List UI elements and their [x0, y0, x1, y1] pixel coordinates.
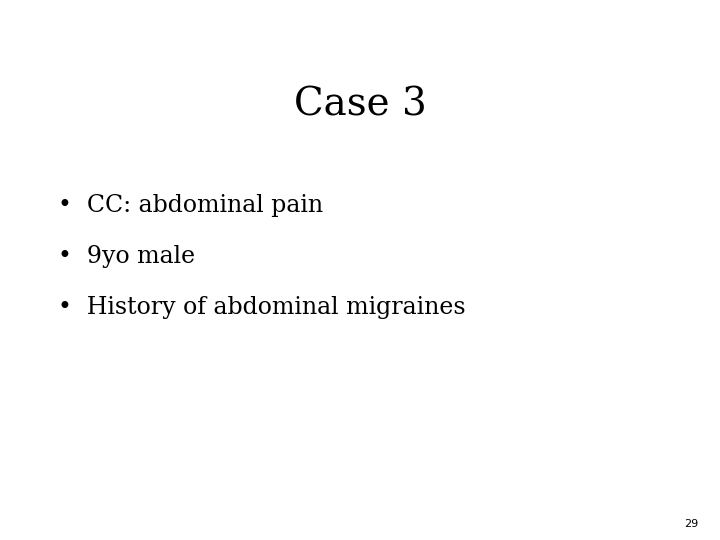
Text: Case 3: Case 3	[294, 86, 426, 124]
Text: •  CC: abdominal pain: • CC: abdominal pain	[58, 194, 323, 217]
Text: •  History of abdominal migraines: • History of abdominal migraines	[58, 296, 465, 319]
Text: •  9yo male: • 9yo male	[58, 245, 194, 268]
Text: 29: 29	[684, 519, 698, 529]
